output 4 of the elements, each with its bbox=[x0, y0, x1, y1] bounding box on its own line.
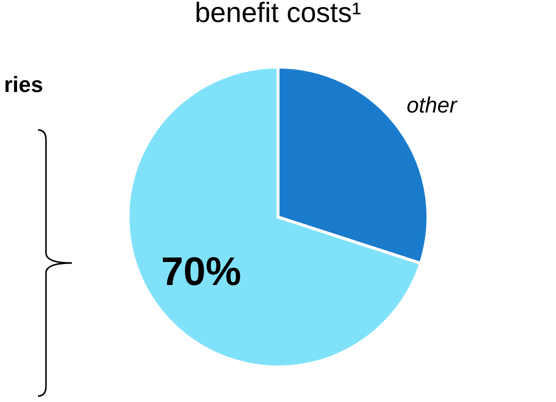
text: ries bbox=[4, 72, 44, 98]
chart-title: benefit costs¹ bbox=[194, 0, 362, 28]
data-label: 70% bbox=[161, 250, 242, 294]
slice-label: other bbox=[406, 92, 458, 118]
